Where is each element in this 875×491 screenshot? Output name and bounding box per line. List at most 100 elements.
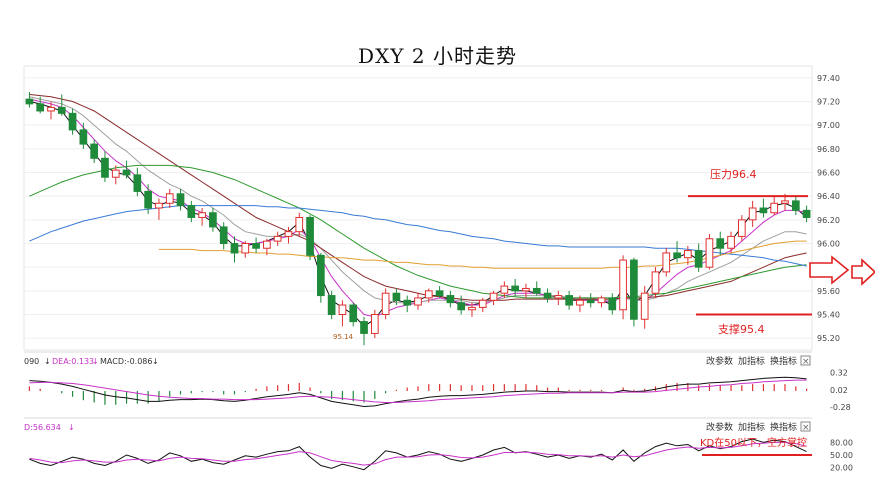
kd-k-line [29,438,807,471]
candle-body [608,297,617,311]
candle-body [478,299,487,308]
candle-body [489,292,498,301]
kd-tick-label: 20.00 [830,464,853,473]
right-arrow-icon [809,255,850,285]
kd-add-button[interactable]: 加指标 [738,421,765,433]
plot-frame [23,65,813,351]
candle-body [554,295,563,299]
candle-body [111,169,120,178]
candle-body [500,285,509,294]
macd-switch-button[interactable]: 换指标 [770,355,797,367]
candle-body [694,250,703,268]
candle-body [468,306,476,311]
candle-body [165,193,174,204]
candle-body [414,297,422,306]
macd-dea-label: DEA:0.133 [52,357,94,366]
candle-body [565,295,573,306]
candle-body [770,202,779,214]
candle-body [532,287,541,294]
candle-body [295,216,304,233]
moving-average-line [29,164,807,299]
kd-panel [29,438,812,471]
candle-body [122,169,131,176]
candle-body [241,243,250,254]
kd-params-button[interactable]: 改参数 [706,421,733,433]
candle-body [403,299,412,306]
candle-body [349,304,358,323]
price-tick-label: 97.40 [817,74,840,83]
candle-body [176,193,185,207]
macd-close-button[interactable] [800,355,811,366]
candle-body [597,297,606,304]
low-label: 95.14 [333,333,354,341]
price-axis: 97.40 97.20 97.00 96.80 96.60 96.40 96.20 96.00… [817,74,840,343]
support-label: 支撑95.4 [718,322,765,336]
kd-axis: 80.00 50.00 20.00 [830,438,853,472]
price-tick-label: 95.40 [817,311,840,320]
moving-average-line [29,101,807,327]
resistance-label: 压力96.4 [710,168,757,181]
candle-body [209,212,217,228]
candle-body [737,219,746,237]
candle-body [446,295,455,304]
macd-params-button[interactable]: 改参数 [706,355,733,367]
down-arrow-icon: ↓ [44,357,51,366]
candle-body [781,200,789,204]
kd-close-button[interactable] [800,421,811,432]
candle-body [90,143,99,159]
candle-body [716,238,725,249]
macd-dif-label: 090 [24,357,39,366]
price-tick-label: 96.00 [817,240,840,249]
macd-panel [28,376,808,408]
close-icon: × [802,423,810,433]
candle-body [435,290,444,297]
candle-body [673,252,681,259]
candles [25,92,811,346]
candle-body [133,174,142,192]
candle-body [263,240,271,249]
kd-d-label: D:56.634 [24,423,61,432]
candle-body [360,321,368,334]
candle-body [144,190,152,209]
macd-tick-label: 0.32 [830,369,848,378]
kd-d-line [29,441,807,466]
macd-axis: 0.32 0.02 -0.28 [830,369,851,413]
candle-body [522,287,530,292]
candle-body [705,238,714,268]
candle-body [57,106,66,114]
down-arrow-icon: ↓ [152,357,159,366]
candle-body [327,295,336,316]
macd-add-button[interactable]: 加指标 [738,355,765,367]
macd-dif-line [29,376,807,408]
candle-body [662,252,671,273]
kd-switch-button[interactable]: 换指标 [770,421,797,433]
down-arrow-icon: ↓ [68,423,75,432]
kd-annotation: KD在50以下，空方掌控 [700,436,807,449]
candle-body [651,271,660,294]
candle-body [748,207,757,221]
candle-body [576,299,584,306]
candle-body [802,209,811,218]
candle-body [68,112,77,131]
close-icon: × [802,357,810,367]
price-tick-label: 97.00 [817,121,840,130]
price-tick-label: 97.20 [817,98,840,107]
price-tick-label: 96.20 [817,216,840,225]
candle-body [424,290,433,299]
price-tick-label: 96.80 [817,145,840,154]
candle-body [727,235,735,249]
chart-title: DXY 2 小时走势 [358,44,517,68]
candle-body [198,212,206,218]
candle-body [47,106,55,112]
candle-body [640,292,649,320]
candle-body [759,207,768,214]
kd-tick-label: 80.00 [830,438,853,447]
price-tick-label: 95.60 [817,287,840,296]
kd-tick-label: 50.00 [830,451,853,460]
candle-body [392,292,401,301]
candle-body [306,216,314,256]
candle-body [317,254,325,297]
grid [23,65,813,351]
candle-body [619,259,627,311]
